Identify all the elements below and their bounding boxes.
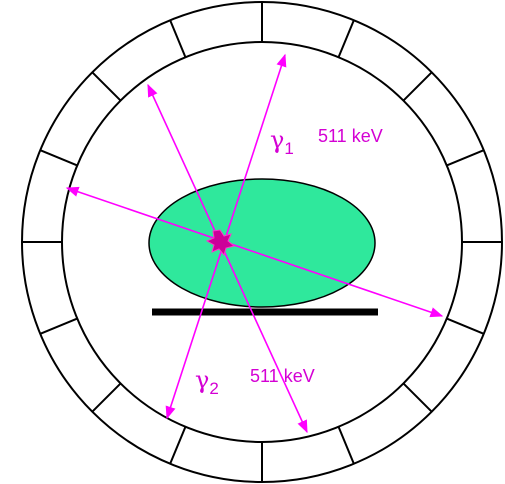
segment-divider <box>91 71 122 102</box>
gamma-subscript: 2 <box>209 379 218 398</box>
segment-divider <box>337 19 355 58</box>
segment-divider <box>169 19 187 58</box>
segment-divider <box>91 382 122 413</box>
segment-divider <box>446 317 485 335</box>
segment-divider <box>446 149 485 167</box>
segment-divider <box>402 71 433 102</box>
energy-label: 511 keV <box>250 366 315 386</box>
gamma-symbol: γ <box>270 126 284 154</box>
gamma-line <box>65 186 444 318</box>
gamma-subscript: 1 <box>284 139 293 158</box>
gamma-symbol: γ <box>195 366 209 394</box>
gamma-label: γ2 <box>195 366 219 398</box>
detector-segments <box>22 2 502 482</box>
segment-divider <box>39 149 78 167</box>
segment-divider <box>337 426 355 465</box>
segment-divider <box>39 317 78 335</box>
annihilation-point <box>205 229 236 257</box>
energy-label: 511 keV <box>318 126 383 146</box>
segment-divider <box>402 382 433 413</box>
patient <box>148 178 376 308</box>
gamma-label: γ1 <box>270 126 294 158</box>
